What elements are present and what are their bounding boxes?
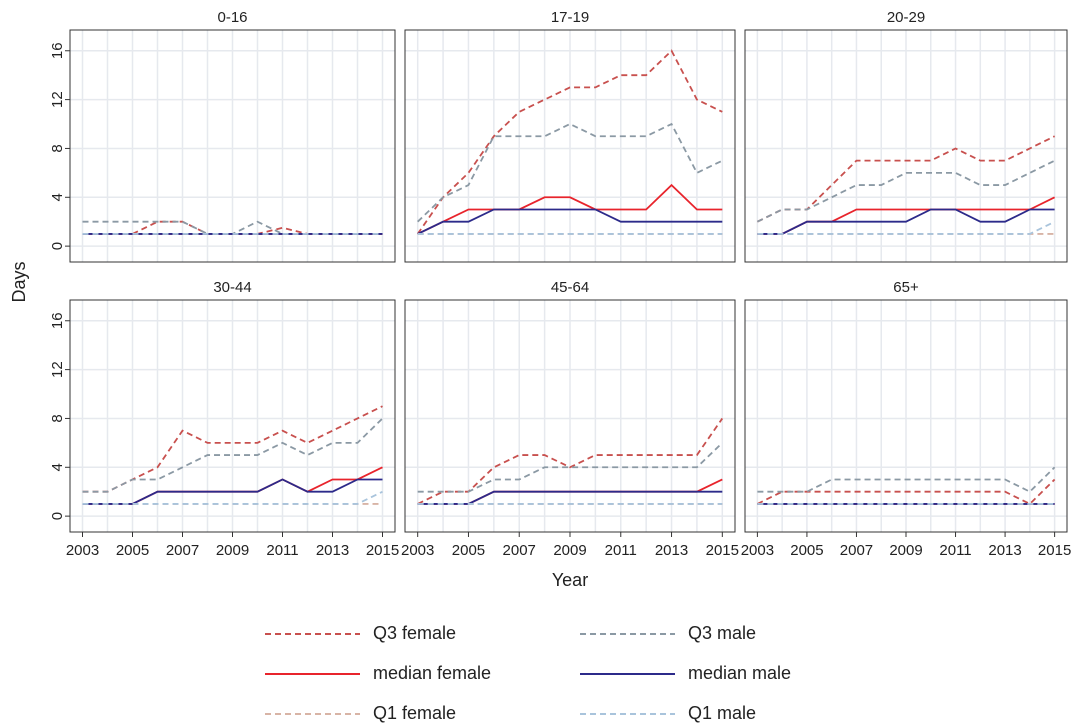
panel-title: 20-29	[887, 9, 925, 26]
y-tick-label: 0	[49, 242, 66, 250]
series-line	[756, 159, 1056, 223]
series-line	[82, 417, 384, 493]
x-tick-label: 2013	[316, 542, 349, 559]
series-line	[417, 208, 723, 235]
panel-frame	[744, 29, 1068, 263]
x-axis-label: Year	[552, 570, 588, 590]
panel-frame	[744, 299, 1068, 533]
x-tick-label: 2015	[1038, 542, 1071, 559]
y-tick-label: 8	[49, 144, 66, 152]
x-tick-label: 2015	[706, 542, 739, 559]
legend-label: median male	[688, 663, 791, 683]
x-tick-label: 2005	[452, 542, 485, 559]
x-tick-label: 2003	[66, 542, 99, 559]
panel-title: 17-19	[551, 9, 589, 26]
series-line	[757, 208, 1055, 235]
y-tick-label: 8	[49, 414, 66, 422]
x-tick-label: 2007	[166, 542, 199, 559]
series-line	[757, 466, 1056, 493]
x-tick-label: 2005	[116, 542, 149, 559]
panel-frame	[404, 299, 736, 533]
x-tick-label: 2003	[401, 542, 434, 559]
x-tick-label: 2011	[605, 542, 637, 559]
panel-title: 30-44	[213, 279, 251, 296]
legend-label: Q3 female	[373, 623, 456, 643]
x-tick-label: 2007	[840, 542, 873, 559]
panel-title: 0-16	[217, 9, 247, 26]
legend-label: Q3 male	[688, 623, 756, 643]
x-tick-label: 2011	[939, 542, 971, 559]
y-tick-label: 0	[49, 512, 66, 520]
series-line	[416, 49, 723, 235]
panel-frame	[404, 29, 736, 263]
x-tick-label: 2009	[216, 542, 249, 559]
series-line	[417, 122, 723, 223]
y-tick-label: 4	[49, 193, 66, 201]
series-line	[82, 490, 383, 505]
y-axis-label: Days	[9, 261, 29, 302]
y-tick-label: 12	[49, 361, 66, 378]
x-tick-label: 2009	[553, 542, 586, 559]
panel-frame	[69, 299, 396, 533]
x-tick-label: 2009	[889, 542, 922, 559]
x-tick-label: 2015	[366, 542, 399, 559]
legend-label: median female	[373, 663, 491, 683]
series-line	[417, 442, 723, 493]
x-tick-label: 2007	[503, 542, 536, 559]
y-tick-label: 16	[49, 312, 66, 329]
panel-title: 45-64	[551, 279, 589, 296]
legend-label: Q1 female	[373, 703, 456, 723]
x-tick-label: 2013	[988, 542, 1021, 559]
y-tick-label: 12	[49, 91, 66, 108]
series-line	[417, 183, 723, 235]
x-tick-label: 2005	[790, 542, 823, 559]
legend-label: Q1 male	[688, 703, 756, 723]
y-tick-label: 4	[49, 463, 66, 471]
x-tick-label: 2013	[655, 542, 688, 559]
y-tick-label: 16	[49, 42, 66, 59]
x-tick-label: 2011	[266, 542, 298, 559]
panel-title: 65+	[893, 279, 919, 296]
panel-frame	[69, 29, 396, 263]
series-line	[756, 478, 1056, 506]
x-tick-label: 2003	[741, 542, 774, 559]
